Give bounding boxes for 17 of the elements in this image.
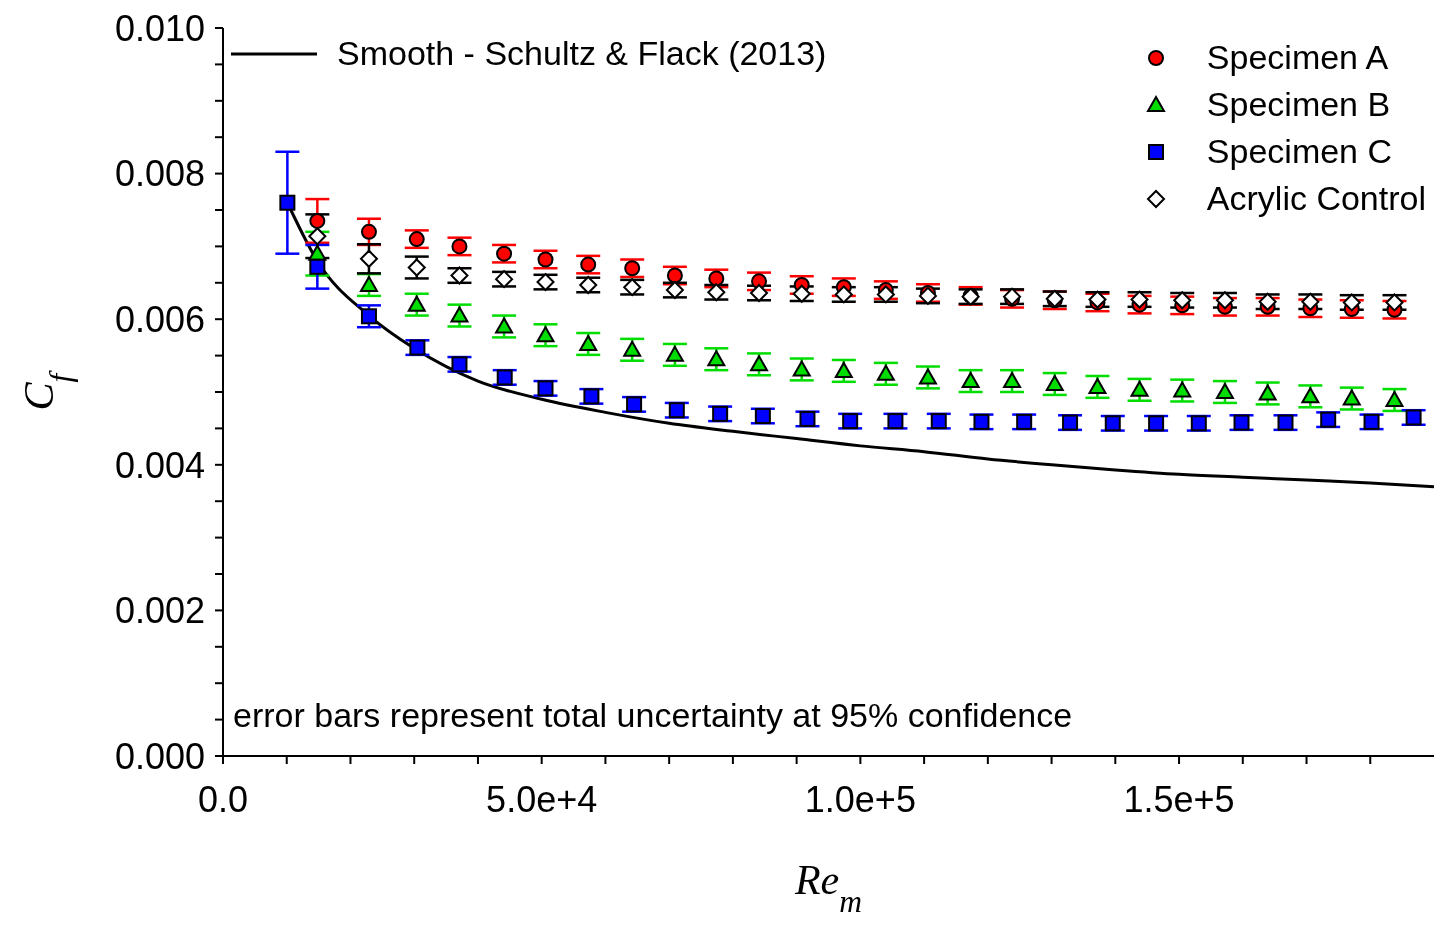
legend-label: Smooth - Schultz & Flack (2013)	[337, 34, 827, 73]
x-tick-label: 1.0e+5	[804, 778, 916, 820]
y-tick-label: 0.004	[114, 444, 205, 486]
y-tick-label: 0.006	[114, 298, 205, 340]
annotation: error bars represent total uncertainty at 95% confidence	[233, 696, 1073, 735]
x-axis-title: Re$_{m}$	[793, 857, 863, 919]
legend-label: Acrylic Control	[1206, 179, 1426, 218]
legend-label: Specimen B	[1206, 85, 1391, 124]
legend-label: Specimen A	[1206, 38, 1389, 77]
y-tick-label: 0.008	[114, 153, 205, 195]
legend-label: Specimen C	[1206, 132, 1393, 171]
y-tick-label: 0.002	[114, 590, 205, 632]
y-tick-label: 0.000	[114, 735, 205, 777]
x-tick-label: 1.5e+5	[1123, 778, 1235, 820]
x-tick-label: 5.0e+4	[486, 778, 598, 820]
y-tick-label: 0.010	[114, 7, 205, 49]
x-tick-label: 0.0	[197, 778, 249, 820]
